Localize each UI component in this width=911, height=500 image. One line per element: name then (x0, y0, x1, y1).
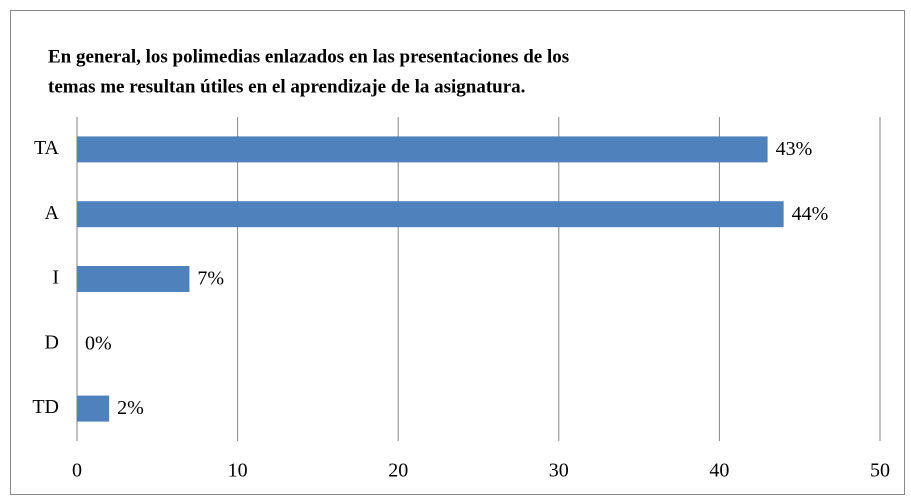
bar (77, 266, 190, 292)
y-tick-label: TD (32, 396, 59, 418)
x-tick-label: 40 (709, 460, 729, 482)
x-tick-label: 50 (870, 460, 890, 482)
y-tick-label: D (45, 331, 59, 353)
data-label: 44% (792, 203, 829, 225)
y-tick-label: A (45, 202, 60, 224)
data-label: 2% (117, 397, 144, 419)
bar (77, 395, 110, 422)
x-tick-label: 10 (228, 460, 248, 482)
y-tick-label: I (52, 267, 59, 289)
chart-frame (10, 10, 905, 495)
y-tick-label: TA (34, 137, 60, 159)
data-label: 7% (197, 268, 224, 290)
x-tick-label: 30 (549, 460, 569, 482)
data-label: 0% (85, 332, 112, 354)
x-tick-label: 20 (388, 460, 408, 482)
bar (77, 136, 768, 163)
x-tick-label: 0 (72, 460, 82, 482)
data-label: 43% (776, 138, 813, 160)
bar (77, 201, 784, 228)
chart-title: temas me resultan útiles en el aprendiza… (48, 76, 525, 97)
chart-title: En general, los polimedias enlazados en … (48, 46, 569, 67)
